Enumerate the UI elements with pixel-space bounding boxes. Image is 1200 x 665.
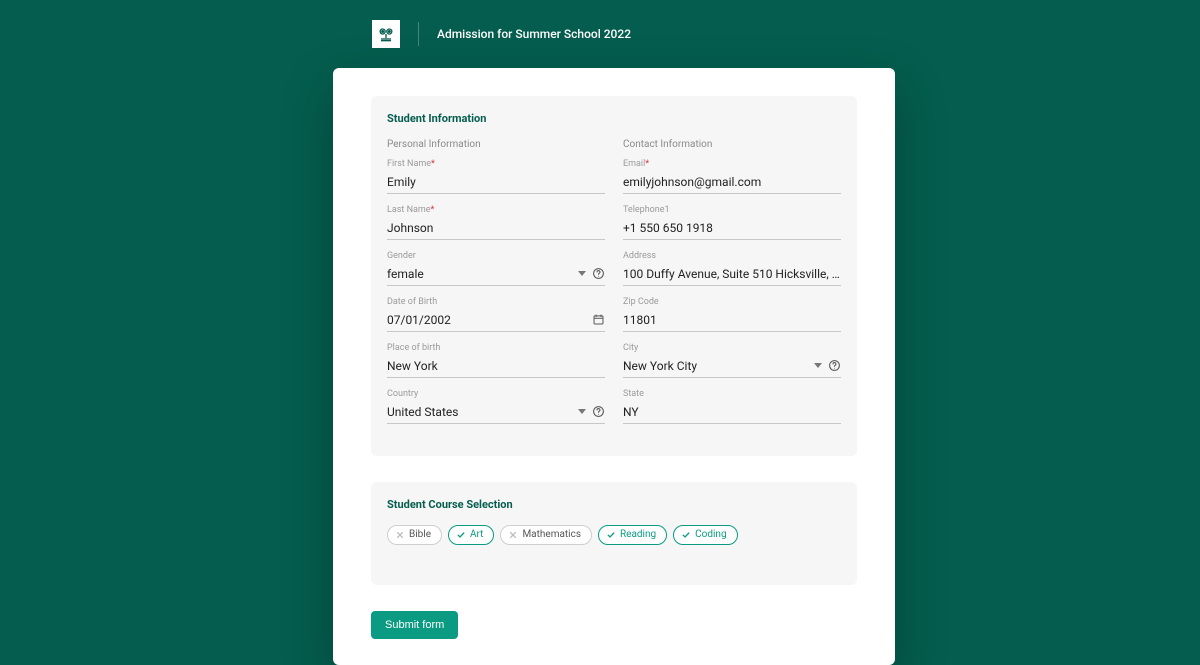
student-info-panel: Student Information Personal Information… xyxy=(371,96,857,456)
course-selection-title: Student Course Selection xyxy=(387,498,841,511)
course-chip-reading[interactable]: Reading xyxy=(598,525,667,545)
zip-input[interactable] xyxy=(623,313,841,327)
course-chip-coding[interactable]: Coding xyxy=(673,525,737,545)
course-chip-art[interactable]: Art xyxy=(448,525,494,545)
zip-label: Zip Code xyxy=(623,296,841,308)
dob-field: Date of Birth xyxy=(387,296,605,332)
chevron-down-icon[interactable] xyxy=(578,409,586,414)
form-card: Student Information Personal Information… xyxy=(333,68,895,665)
first-name-label: First Name* xyxy=(387,158,605,170)
first-name-field: First Name* xyxy=(387,158,605,194)
personal-info-column: Personal Information First Name* Last Na… xyxy=(387,139,605,434)
phone-input[interactable] xyxy=(623,221,841,235)
last-name-field: Last Name* xyxy=(387,204,605,240)
city-select[interactable]: New York City xyxy=(623,359,814,373)
dob-label: Date of Birth xyxy=(387,296,605,308)
course-chip-mathematics[interactable]: Mathematics xyxy=(500,525,592,545)
state-input[interactable] xyxy=(623,405,841,419)
calendar-icon[interactable] xyxy=(592,313,605,326)
help-icon[interactable] xyxy=(828,359,841,372)
country-label: Country xyxy=(387,388,605,400)
course-chips: Bible Art Mathematics Reading Coding xyxy=(387,525,841,545)
country-select[interactable]: United States xyxy=(387,405,578,419)
contact-info-column: Contact Information Email* Telephone1 Ad… xyxy=(623,139,841,434)
email-input[interactable] xyxy=(623,175,841,189)
address-field: Address xyxy=(623,250,841,286)
state-field: State xyxy=(623,388,841,424)
last-name-label: Last Name* xyxy=(387,204,605,216)
state-label: State xyxy=(623,388,841,400)
first-name-input[interactable] xyxy=(387,175,605,189)
gender-label: Gender xyxy=(387,250,605,262)
course-selection-panel: Student Course Selection Bible Art Mathema… xyxy=(371,482,857,585)
personal-info-subhead: Personal Information xyxy=(387,139,605,150)
email-label: Email* xyxy=(623,158,841,170)
city-field: City New York City xyxy=(623,342,841,378)
phone-label: Telephone1 xyxy=(623,204,841,216)
pob-field: Place of birth xyxy=(387,342,605,378)
phone-field: Telephone1 xyxy=(623,204,841,240)
chevron-down-icon[interactable] xyxy=(814,363,822,368)
dob-input[interactable] xyxy=(387,313,592,327)
header-divider xyxy=(418,22,419,46)
page-title: Admission for Summer School 2022 xyxy=(437,27,631,41)
help-icon[interactable] xyxy=(592,267,605,280)
student-info-title: Student Information xyxy=(387,112,841,125)
address-label: Address xyxy=(623,250,841,262)
contact-info-subhead: Contact Information xyxy=(623,139,841,150)
gender-field: Gender female xyxy=(387,250,605,286)
country-field: Country United States xyxy=(387,388,605,424)
submit-button[interactable]: Submit form xyxy=(371,611,458,639)
email-field: Email* xyxy=(623,158,841,194)
help-icon[interactable] xyxy=(592,405,605,418)
address-input[interactable] xyxy=(623,267,841,281)
pob-input[interactable] xyxy=(387,359,605,373)
page-header: Admission for Summer School 2022 xyxy=(0,0,1200,64)
zip-field: Zip Code xyxy=(623,296,841,332)
course-chip-bible[interactable]: Bible xyxy=(387,525,442,545)
owl-icon xyxy=(376,24,396,44)
last-name-input[interactable] xyxy=(387,221,605,235)
pob-label: Place of birth xyxy=(387,342,605,354)
gender-select[interactable]: female xyxy=(387,267,578,281)
logo xyxy=(372,20,400,48)
chevron-down-icon[interactable] xyxy=(578,271,586,276)
city-label: City xyxy=(623,342,841,354)
